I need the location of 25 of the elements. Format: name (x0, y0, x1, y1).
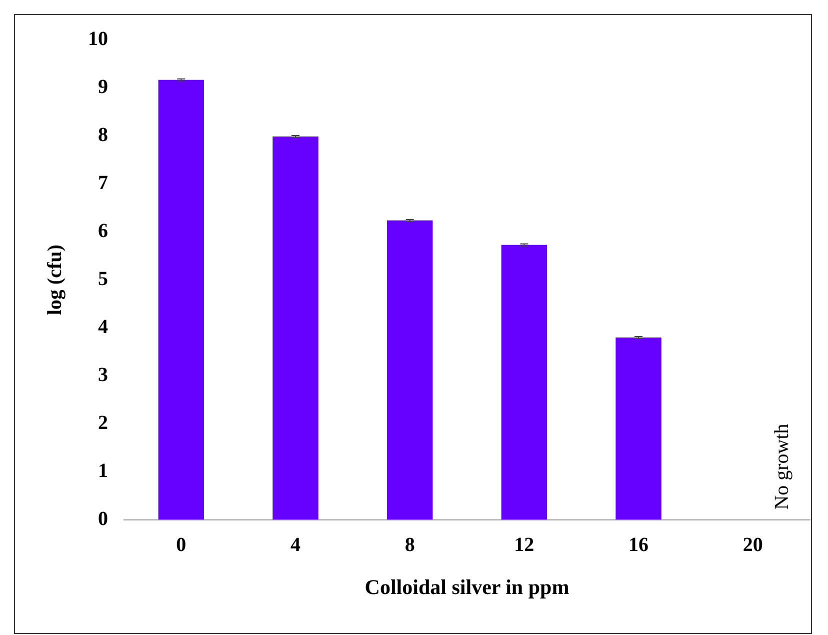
y-tick-label: 0 (98, 508, 108, 530)
annotation: No growth (771, 424, 794, 510)
y-tick-label: 2 (98, 412, 108, 434)
y-tick-label: 10 (88, 28, 108, 50)
y-tick-label: 7 (98, 172, 108, 194)
x-tick-label: 12 (514, 534, 534, 556)
y-tick-label: 9 (98, 76, 108, 98)
bar (386, 220, 433, 520)
x-tick-label: 8 (404, 534, 415, 556)
bar (501, 244, 548, 520)
x-tick-label: 4 (290, 534, 300, 556)
y-axis-title: log (cfu) (44, 244, 66, 316)
y-tick-label: 8 (98, 124, 108, 146)
x-axis-title: Colloidal silver in ppm (364, 574, 570, 599)
bar (616, 337, 662, 520)
y-tick-label: 5 (98, 268, 108, 290)
x-tick-label: 0 (176, 534, 186, 556)
x-tick-label: 16 (628, 534, 648, 556)
x-tick-label: 20 (742, 534, 763, 556)
y-tick-label: 1 (98, 460, 108, 482)
bar (272, 136, 318, 520)
y-tick-label: 4 (98, 316, 108, 338)
bar (158, 80, 204, 520)
y-tick-label: 6 (98, 220, 108, 242)
y-tick-label: 3 (98, 364, 108, 386)
